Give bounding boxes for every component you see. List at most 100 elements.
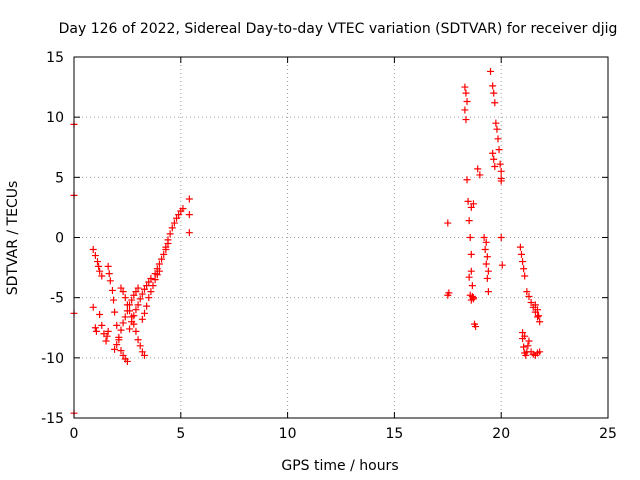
data-point (495, 146, 503, 154)
data-point (461, 83, 469, 91)
data-point (497, 234, 505, 241)
data-point (483, 253, 491, 261)
data-point (126, 307, 134, 315)
data-point (463, 98, 471, 106)
data-point (164, 236, 172, 244)
data-point (185, 195, 193, 203)
data-point (466, 234, 474, 241)
data-point (166, 230, 174, 238)
data-point (467, 267, 475, 275)
x-tick-label: 10 (279, 426, 297, 442)
data-point (138, 348, 146, 356)
data-point (525, 337, 533, 345)
data-point (534, 313, 542, 321)
data-point (534, 306, 542, 314)
data-point (96, 267, 104, 275)
data-point (484, 288, 492, 296)
data-point (520, 265, 528, 273)
data-point (117, 284, 125, 292)
data-point (462, 89, 470, 97)
data-point (472, 323, 480, 331)
data-point (92, 327, 100, 335)
data-point (162, 243, 170, 251)
data-point (481, 246, 489, 254)
data-point (482, 260, 490, 268)
data-point (491, 99, 499, 107)
data-point (117, 347, 125, 355)
data-point (519, 335, 527, 343)
data-point (444, 291, 452, 299)
data-point (130, 291, 138, 299)
y-axis-label: SDTVAR / TECUs (5, 181, 21, 296)
data-point (465, 273, 473, 281)
data-point (140, 285, 148, 293)
x-tick-label: 20 (492, 426, 510, 442)
data-point (155, 260, 163, 268)
y-tick-label: 10 (46, 110, 64, 126)
data-point (111, 345, 119, 353)
x-tick-label: 15 (385, 426, 403, 442)
data-point (536, 348, 544, 356)
data-point (104, 327, 112, 335)
data-point (134, 284, 142, 292)
data-point (170, 219, 178, 227)
data-point (128, 318, 136, 326)
data-point (467, 203, 475, 211)
grid-lines (74, 57, 608, 418)
data-point (123, 301, 131, 309)
data-point (138, 290, 146, 298)
data-point (489, 82, 497, 90)
data-point (151, 270, 159, 278)
data-point (123, 357, 131, 365)
data-point (482, 238, 490, 246)
data-point (498, 261, 506, 269)
data-point (143, 282, 151, 290)
data-point (158, 255, 166, 263)
data-point (132, 327, 140, 335)
data-point (493, 125, 501, 133)
data-point (490, 89, 498, 97)
data-point (151, 276, 159, 284)
y-tick-label: -15 (41, 411, 64, 427)
data-point (531, 301, 539, 309)
data-point (497, 167, 505, 175)
data-point (494, 135, 502, 143)
y-tick-label: -10 (41, 351, 64, 367)
data-point (128, 296, 136, 304)
data-points (70, 67, 544, 417)
data-point (463, 176, 471, 184)
data-point (134, 301, 142, 309)
data-point (140, 309, 148, 317)
data-point (483, 274, 491, 282)
data-point (138, 315, 146, 323)
chart-title: Day 126 of 2022, Sidereal Day-to-day VTE… (59, 21, 618, 37)
data-point (98, 321, 106, 329)
x-tick-labels: 0 5 10 15 20 25 (70, 426, 617, 442)
data-point (519, 329, 527, 337)
x-axis-label: GPS time / hours (281, 458, 398, 474)
data-point (496, 160, 504, 168)
data-point (490, 155, 498, 163)
y-tick-label: 0 (55, 231, 64, 247)
data-point (119, 351, 127, 359)
data-point (149, 282, 157, 290)
y-tick-label: 5 (55, 170, 64, 186)
x-tick-label: 25 (599, 426, 617, 442)
data-point (119, 288, 127, 296)
data-point (476, 171, 484, 179)
data-point (115, 333, 123, 341)
data-point (153, 265, 161, 273)
data-point (524, 342, 532, 350)
data-point (489, 149, 497, 157)
data-point (179, 205, 187, 213)
data-point (121, 294, 129, 302)
data-point (469, 295, 477, 303)
data-point (469, 200, 477, 208)
data-point (89, 246, 97, 254)
data-point (89, 303, 97, 311)
data-point (117, 326, 125, 334)
data-point (491, 163, 499, 171)
data-point (105, 270, 113, 278)
data-point (185, 211, 193, 219)
x-tick-label: 5 (176, 426, 185, 442)
